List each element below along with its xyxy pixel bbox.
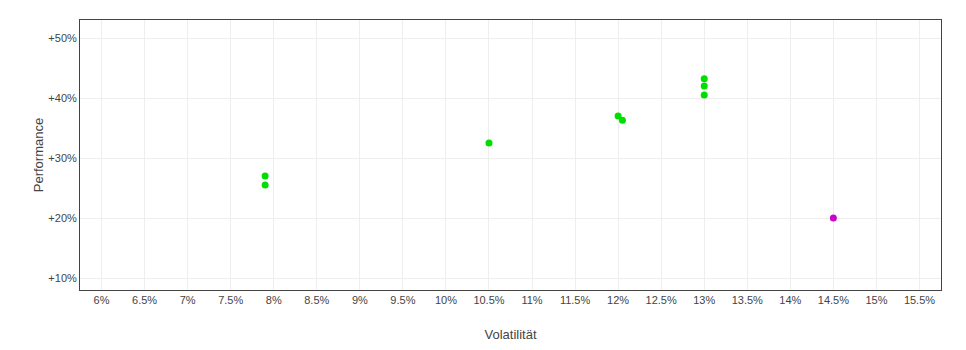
svg-text:9.5%: 9.5% bbox=[390, 294, 415, 306]
svg-text:6%: 6% bbox=[94, 294, 110, 306]
svg-text:11.5%: 11.5% bbox=[560, 294, 591, 306]
svg-text:+10%: +10% bbox=[48, 272, 77, 284]
svg-text:13.5%: 13.5% bbox=[732, 294, 763, 306]
svg-text:13%: 13% bbox=[693, 294, 715, 306]
svg-text:Performance: Performance bbox=[31, 118, 46, 192]
svg-text:8.5%: 8.5% bbox=[304, 294, 329, 306]
svg-text:8%: 8% bbox=[266, 294, 282, 306]
svg-text:+40%: +40% bbox=[48, 92, 77, 104]
svg-text:10.5%: 10.5% bbox=[473, 294, 504, 306]
svg-text:10%: 10% bbox=[435, 294, 457, 306]
svg-text:15.5%: 15.5% bbox=[904, 294, 935, 306]
svg-text:+30%: +30% bbox=[48, 152, 77, 164]
svg-text:7%: 7% bbox=[180, 294, 196, 306]
svg-text:14.5%: 14.5% bbox=[818, 294, 849, 306]
svg-text:12.5%: 12.5% bbox=[646, 294, 677, 306]
svg-text:12%: 12% bbox=[607, 294, 629, 306]
svg-text:+20%: +20% bbox=[48, 212, 77, 224]
svg-text:9%: 9% bbox=[352, 294, 368, 306]
svg-text:11%: 11% bbox=[521, 294, 542, 306]
svg-text:15%: 15% bbox=[865, 294, 887, 306]
svg-text:6.5%: 6.5% bbox=[132, 294, 157, 306]
svg-text:14%: 14% bbox=[779, 294, 801, 306]
svg-text:+50%: +50% bbox=[48, 32, 77, 44]
svg-text:Volatilität: Volatilität bbox=[484, 327, 536, 342]
svg-text:7.5%: 7.5% bbox=[218, 294, 243, 306]
